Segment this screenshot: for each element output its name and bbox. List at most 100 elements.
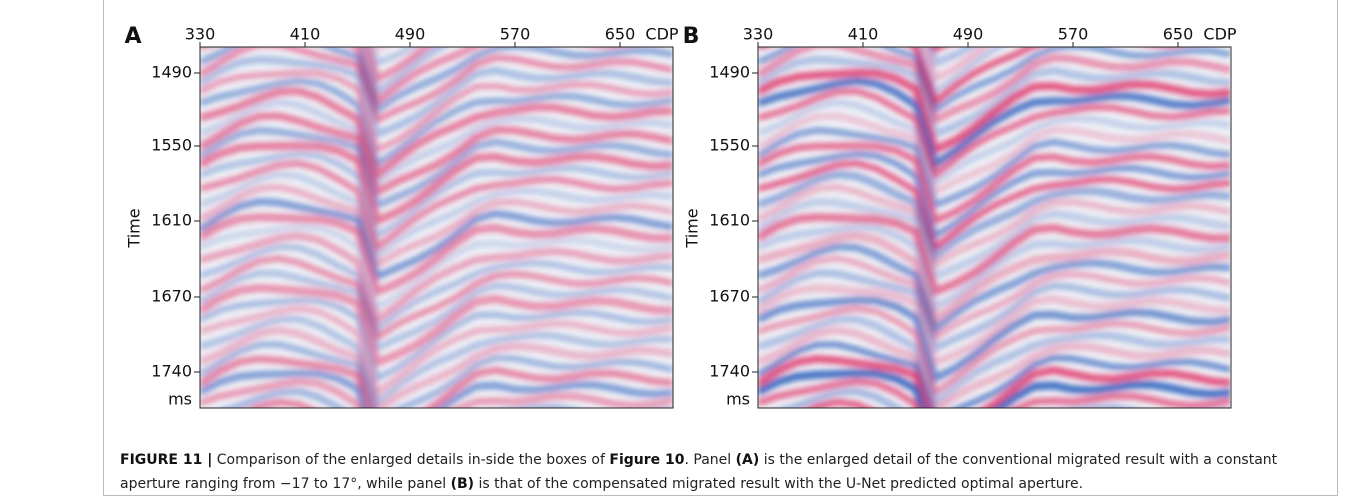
reflector [758,255,1230,342]
reflector [200,141,673,226]
reflector [200,297,673,383]
reflector [758,113,1230,196]
reflector [917,47,1005,97]
reflector [758,99,1230,188]
panel-label: A [124,24,141,49]
reflector [200,171,673,261]
image-border [199,46,674,409]
reflector [200,341,673,408]
reflector [758,151,1230,241]
y-tick-label: 1670 [151,287,192,306]
x-tick-label: 490 [395,25,426,44]
reflector [758,47,1230,115]
panel-label: B [683,24,700,49]
reflector [200,369,673,408]
reflector [758,77,1230,171]
reflector [200,269,673,353]
reflector [200,416,673,441]
reflector [758,231,1230,327]
y-tick-label: 1490 [709,63,750,82]
reflector [358,47,449,98]
x-tick-label: 330 [743,25,774,44]
reflector [778,387,1230,408]
y-tick-label: 1610 [709,211,750,230]
y-tick-label: 1740 [709,362,750,381]
reflector [200,378,673,408]
reflector [758,430,1231,440]
reflectors [200,47,673,441]
x-tick-label: 570 [1058,25,1089,44]
reflector [200,47,673,124]
reflector [200,355,673,408]
reflector [758,355,1230,408]
caption: FIGURE 11 | Comparison of the enlarged d… [120,448,1320,496]
reflector [758,296,1230,384]
reflector [758,326,1230,408]
caption-bold: (B) [450,476,475,492]
reflector [220,387,673,408]
y-tick-label: 1550 [709,136,750,155]
reflector [758,243,1230,335]
x-tick-label: 330 [185,25,216,44]
reflector [200,326,673,408]
reflector [758,197,1230,282]
reflector [758,127,1230,209]
seismic-image [758,47,1231,440]
reflector [200,87,673,181]
y-unit: ms [168,390,192,409]
image-border [757,46,1232,409]
reflector [200,316,673,408]
reflector [758,142,1230,225]
reflector [758,213,1230,297]
reflector [200,213,673,297]
y-tick-label: 1740 [151,362,192,381]
reflector [200,77,673,169]
y-tick-label: 1490 [151,63,192,82]
x-unit: CDP [645,25,678,44]
caption-text: Comparison of the enlarged details in-si… [212,452,610,468]
reflector [758,369,1230,408]
reflector [758,305,1230,397]
x-tick-label: 490 [953,25,984,44]
reflector [200,150,673,241]
reflector [758,160,1230,252]
reflector [200,198,673,281]
reflector [200,160,673,253]
caption-bold: Figure 10 [609,452,685,468]
x-tick-label: 410 [848,25,879,44]
reflector [200,184,673,269]
reflector [200,47,673,116]
reflector [758,170,1230,263]
x-tick-label: 650 [1163,25,1194,44]
x-tick-label: 570 [500,25,531,44]
reflector [200,70,673,154]
reflectors [758,47,1231,440]
reflector [758,55,1230,140]
reflector [758,223,1230,313]
reflector [200,224,673,312]
reflector [758,341,1230,408]
reflector [758,378,1230,408]
y-axis-label: Time [125,208,144,248]
x-tick-label: 650 [605,25,636,44]
reflector [807,398,874,408]
x-unit: CDP [1203,25,1236,44]
x-tick-label: 410 [290,25,321,44]
caption-text: . Panel [684,452,736,468]
y-tick-label: 1610 [151,211,192,230]
reflector [200,47,620,108]
y-tick-label: 1670 [709,287,750,306]
reflector [200,430,673,440]
reflector [758,269,1230,353]
reflector [930,47,948,54]
reflector [200,112,673,198]
reflector [758,284,1230,368]
reflector [200,283,673,368]
reflector [758,47,1230,125]
reflector [200,232,673,326]
reflector [200,243,673,334]
reflector [758,88,1230,180]
reflector [200,255,673,342]
reflector [758,68,1230,156]
